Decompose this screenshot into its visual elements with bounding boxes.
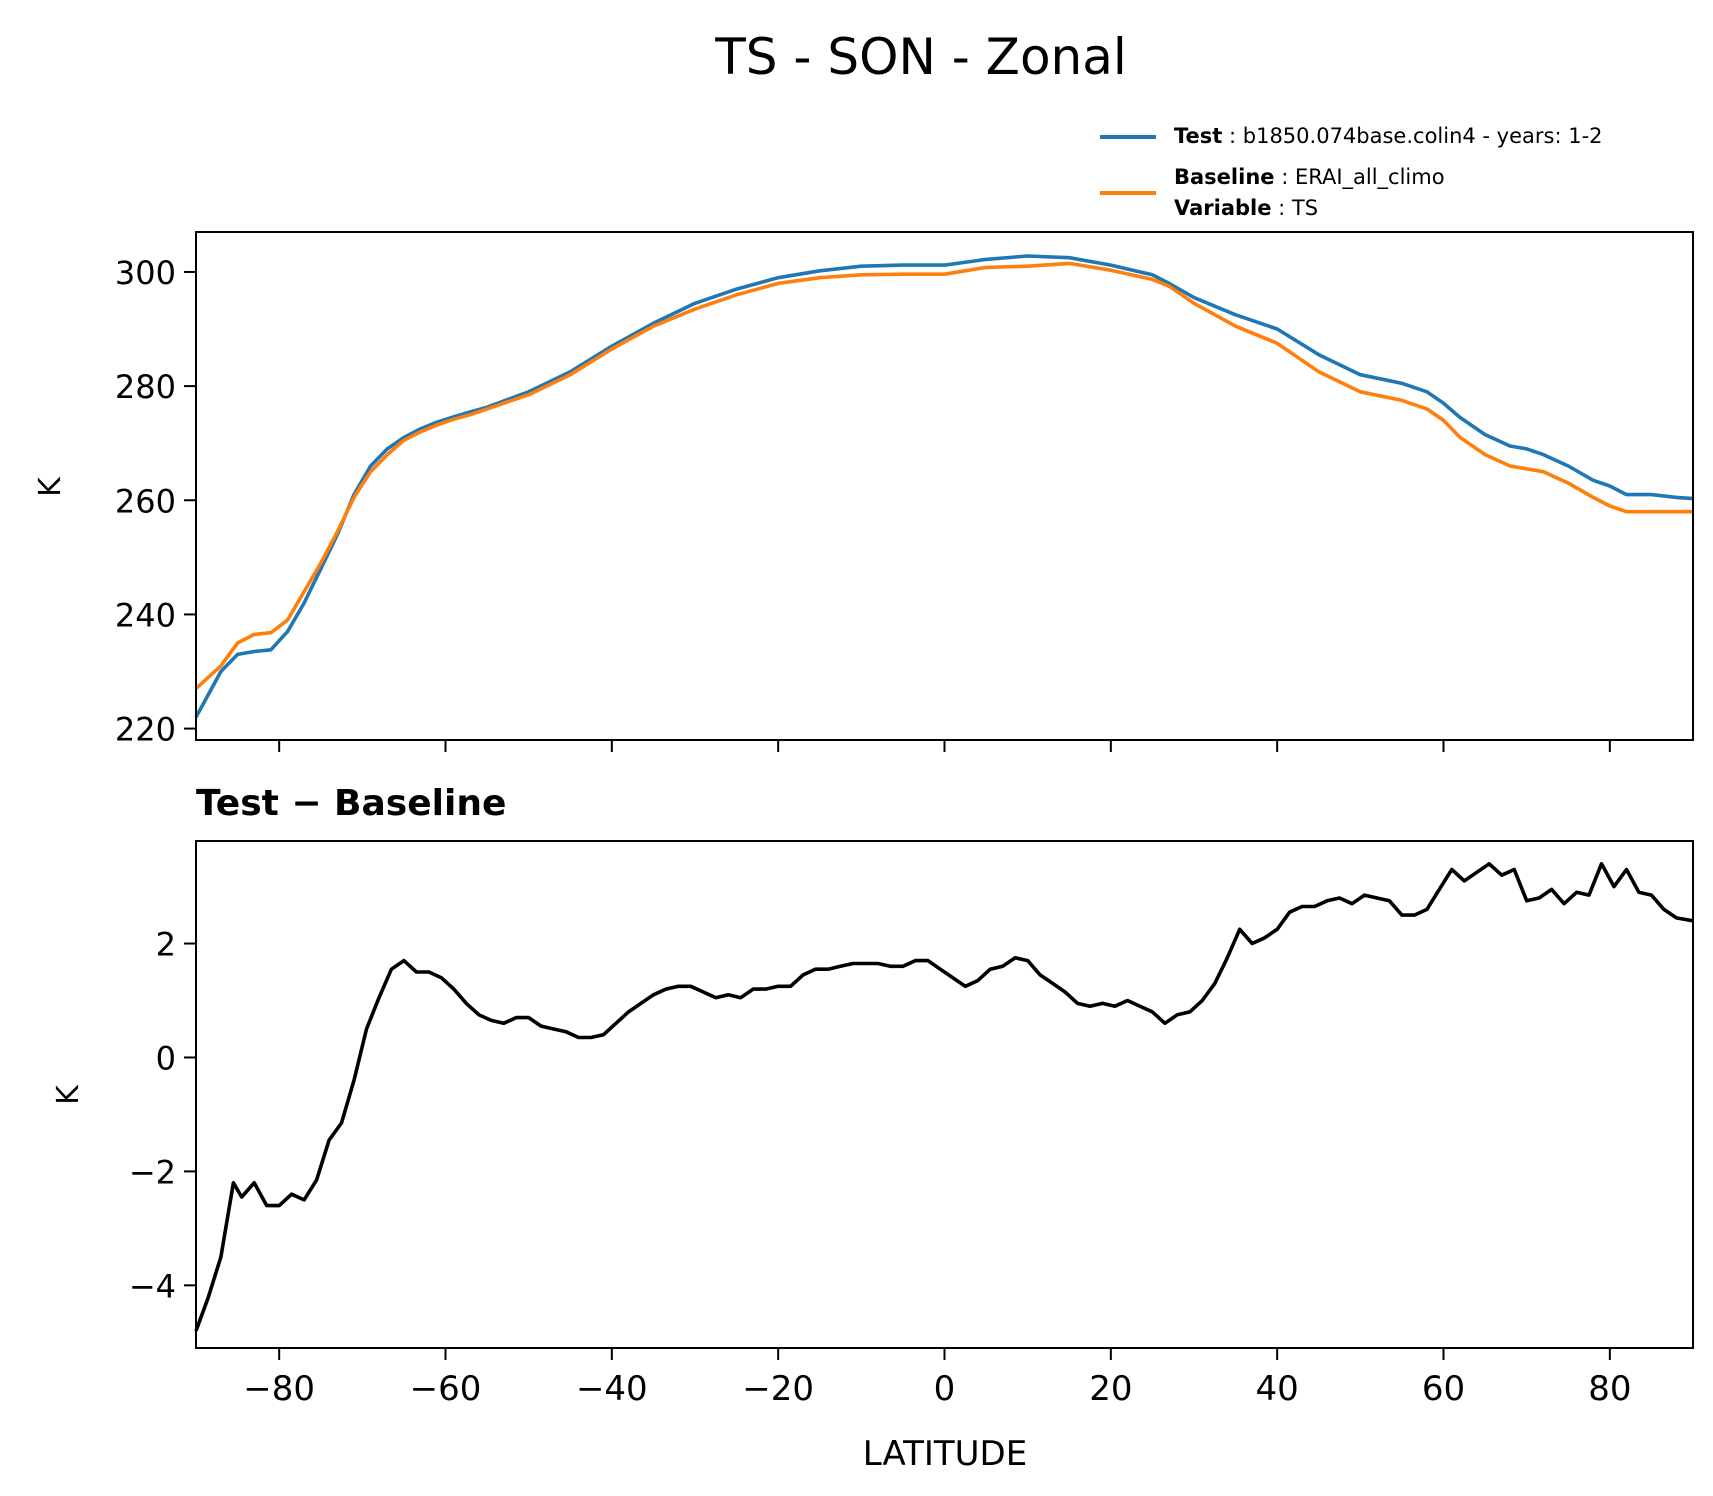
legend-entry-value: : ERAI_all_climo <box>1275 165 1445 190</box>
top-axes-frame <box>195 231 1694 741</box>
legend-entry-bold: Baseline <box>1174 165 1275 189</box>
top-axis-ticks: 220 240 260 280 300 <box>115 254 1611 752</box>
legend-entry-bold: Test <box>1174 124 1222 148</box>
bottom-x-axis-label: LATITUDE <box>863 1434 1027 1474</box>
top-y-tick-label: 260 <box>115 482 176 520</box>
bottom-y-tick-label: −4 <box>129 1267 176 1305</box>
bottom-y-tick-label: −2 <box>129 1153 176 1191</box>
top-y-tick-label: 240 <box>115 596 176 634</box>
top-y-axis-label: K <box>33 476 68 497</box>
bottom-x-tick-label: −80 <box>243 1369 315 1409</box>
top-y-tick-label: 300 <box>115 254 176 292</box>
bottom-axes-frame <box>195 840 1694 1349</box>
bottom-x-tick-label: 40 <box>1256 1369 1299 1409</box>
bottom-x-tick-label: −20 <box>742 1369 814 1409</box>
bottom-y-tick-label: 2 <box>156 926 176 964</box>
bottom-x-tick-label: 80 <box>1588 1369 1631 1409</box>
legend-entry-text: Test : b1850.074base.colin4 - years: 1-2 <box>1174 124 1603 148</box>
bottom-series-line-difference <box>194 861 1694 1332</box>
bottom-x-tick-label: 60 <box>1422 1369 1465 1409</box>
legend-entry-text: Variable : TS <box>1174 196 1318 220</box>
bottom-y-axis-label: K <box>51 1084 86 1105</box>
top-series-line-baseline <box>194 261 1693 690</box>
legend-entry-text: Baseline : ERAI_all_climo <box>1174 165 1445 190</box>
top-y-axis-label-text: K <box>33 476 68 497</box>
top-y-tick-label: 280 <box>115 368 176 406</box>
legend-entry-value: : TS <box>1271 196 1318 220</box>
bottom-panel-title: Test − Baseline <box>196 783 506 824</box>
figure-title: TS - SON - Zonal <box>714 28 1127 86</box>
legend-entry-bold: Variable <box>1174 196 1271 220</box>
top-panel: K 220 240 260 280 300 <box>33 231 1694 752</box>
bottom-x-tick-label: −40 <box>576 1369 648 1409</box>
bottom-plot-lines <box>194 861 1694 1332</box>
bottom-axis-ticks: −80 −60 −40 −20 0 20 40 60 80−4−202 <box>129 926 1632 1409</box>
bottom-y-tick-label: 0 <box>156 1039 176 1077</box>
legend-entry-value: : b1850.074base.colin4 - years: 1-2 <box>1222 124 1602 148</box>
top-y-tick-label: 220 <box>115 711 176 749</box>
bottom-x-tick-label: −60 <box>410 1369 482 1409</box>
bottom-x-tick-label: 0 <box>934 1369 956 1409</box>
legend: Test : b1850.074base.colin4 - years: 1-2… <box>1100 124 1603 220</box>
top-plot-lines <box>194 254 1694 719</box>
bottom-panel: Test − Baseline K LATITUDE −80 −60 −40 −20 0… <box>51 783 1694 1474</box>
bottom-x-tick-label: 20 <box>1089 1369 1132 1409</box>
